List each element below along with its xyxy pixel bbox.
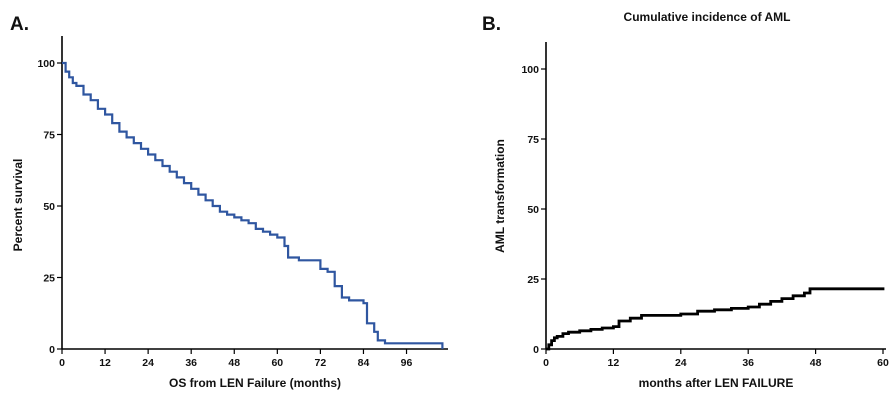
chart-title-b: Cumulative incidence of AML (624, 10, 791, 24)
y-tick-label: 0 (49, 344, 55, 356)
y-tick-label: 25 (43, 273, 55, 285)
x-tick-label: 24 (675, 357, 687, 369)
panel-a: A. 0 12 24 36 48 60 72 84 96 0 25 50 75 100 OS from L… (10, 14, 448, 390)
x-tick-label: 48 (228, 357, 240, 369)
y-axis-label-b: AML transformation (493, 139, 507, 253)
aml-incidence-curve (546, 287, 885, 351)
x-tick-label: 12 (99, 357, 111, 369)
ticks-b: 0 12 24 36 48 60 0 25 50 75 100 (521, 64, 889, 369)
ticks-a: 0 12 24 36 48 60 72 84 96 0 25 50 75 100 (37, 58, 412, 369)
x-tick-label: 12 (608, 357, 620, 369)
y-tick-label: 0 (533, 344, 539, 356)
y-tick-label: 50 (43, 201, 55, 213)
x-tick-label: 84 (358, 357, 370, 369)
x-tick-label: 36 (185, 357, 197, 369)
y-tick-label: 25 (527, 274, 539, 286)
y-tick-label: 75 (527, 134, 539, 146)
x-tick-label: 60 (271, 357, 283, 369)
y-tick-label: 50 (527, 204, 539, 216)
x-tick-label: 96 (401, 357, 413, 369)
x-tick-label: 24 (142, 357, 154, 369)
x-tick-label: 0 (543, 357, 549, 369)
x-tick-label: 72 (315, 357, 327, 369)
x-tick-label: 60 (877, 357, 889, 369)
y-axis-label-a: Percent survival (11, 159, 25, 252)
x-tick-label: 48 (810, 357, 822, 369)
x-axis-label-b: months after LEN FAILURE (639, 376, 794, 390)
y-tick-label: 100 (37, 58, 55, 70)
x-tick-label: 0 (59, 357, 65, 369)
y-tick-label: 75 (43, 130, 55, 142)
panel-label-a: A. (10, 14, 29, 35)
y-tick-label: 100 (521, 64, 539, 76)
survival-curve (62, 61, 444, 349)
x-axis-label-a: OS from LEN Failure (months) (169, 376, 341, 390)
panel-b: B. Cumulative incidence of AML 0 12 24 36 48… (482, 10, 889, 390)
x-tick-label: 36 (742, 357, 754, 369)
panel-label-b: B. (482, 14, 501, 35)
